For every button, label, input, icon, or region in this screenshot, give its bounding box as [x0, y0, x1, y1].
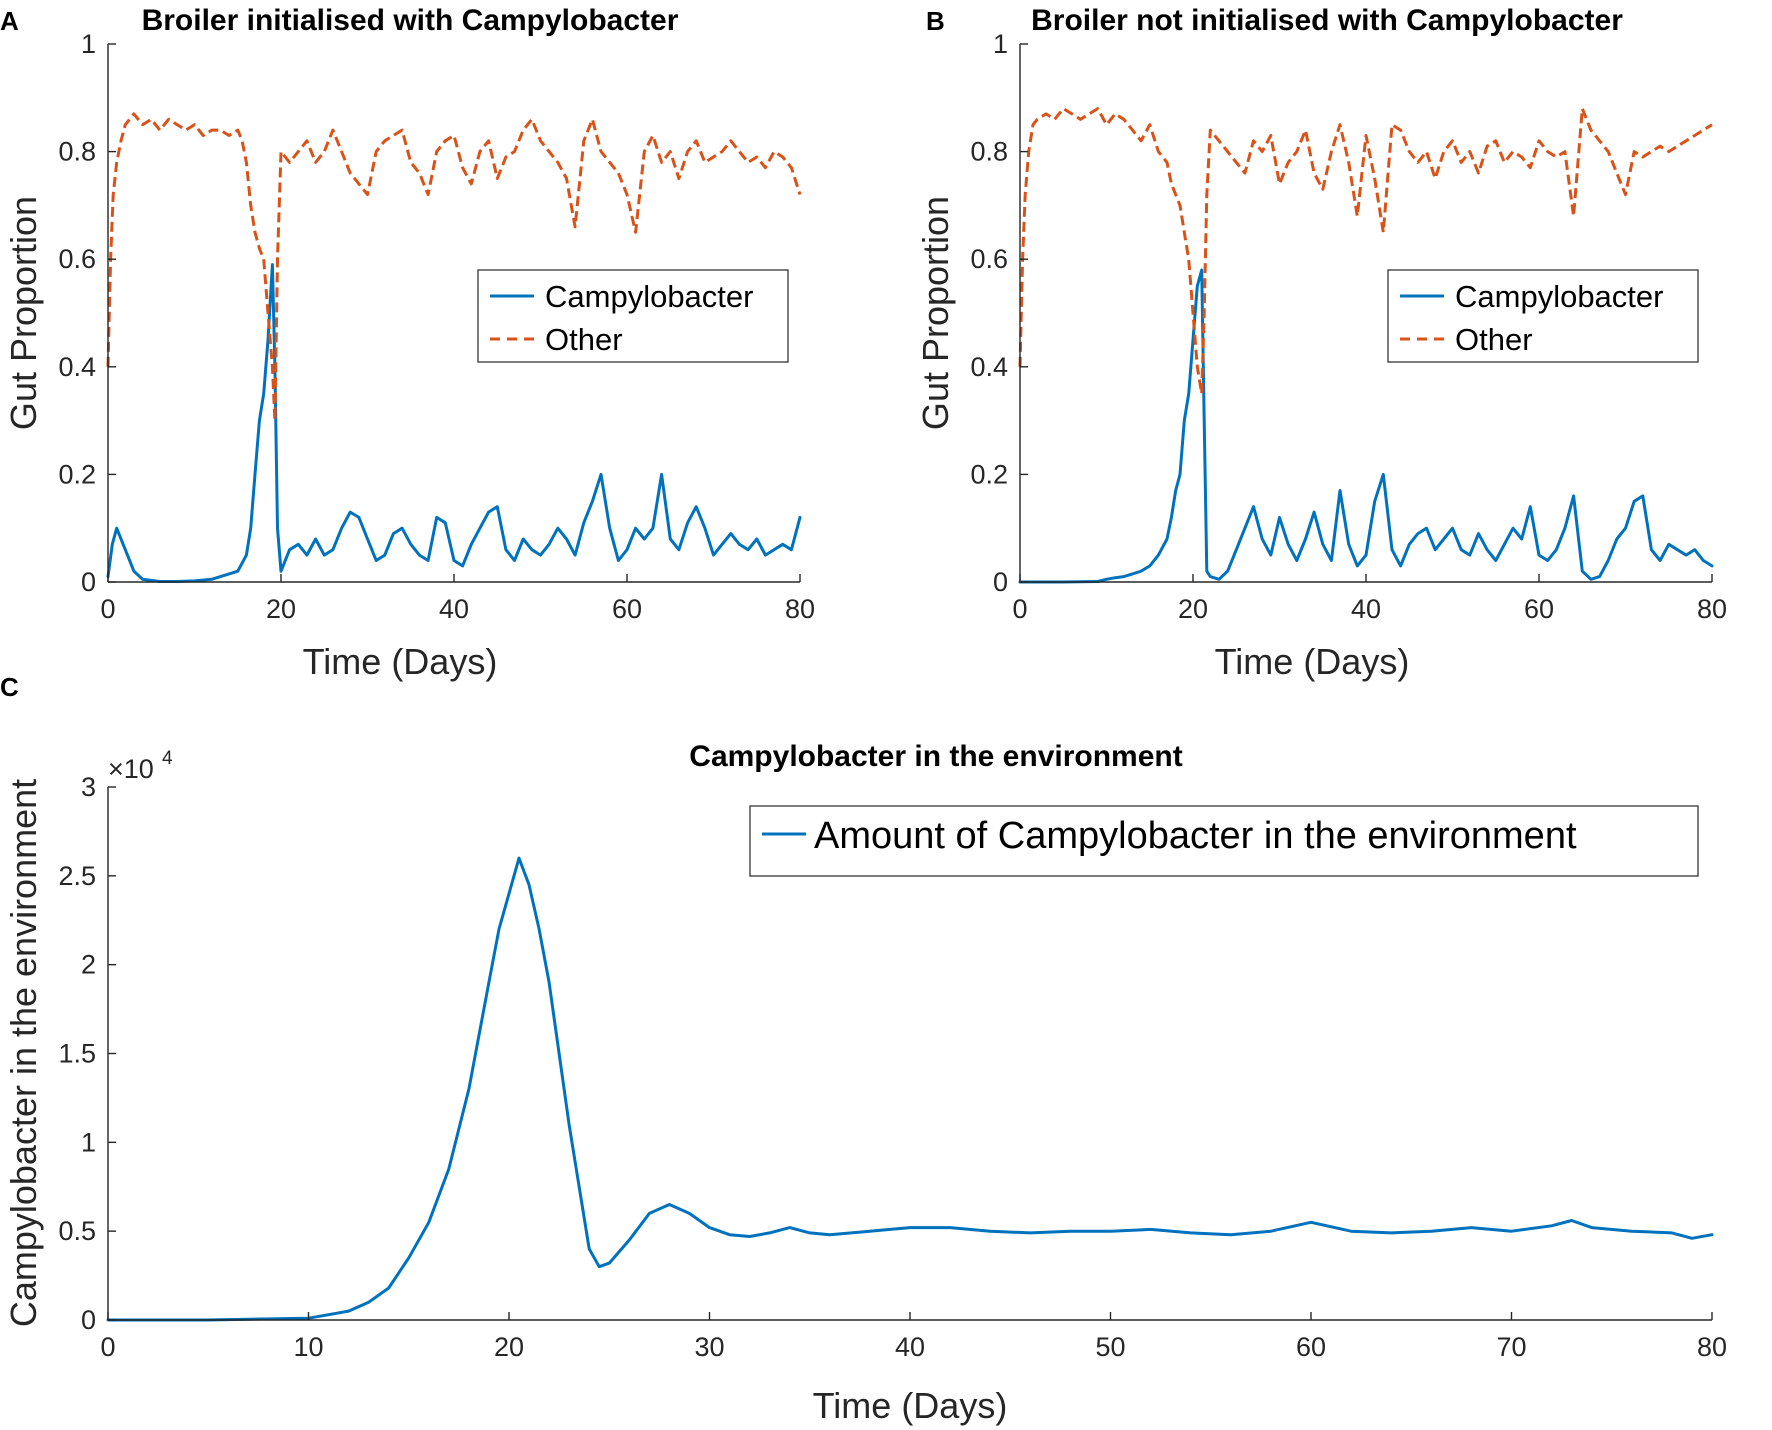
panel-c-legend-box [749, 805, 1699, 877]
panel-c-multiplier: ×10 4 [108, 748, 173, 784]
panel-a-y-tick-label: 0.2 [58, 459, 96, 489]
panel-a-y-tick-label: 0.6 [58, 244, 96, 274]
panel-a-y-label: Gut Proportion [3, 196, 44, 430]
panel-a-series-other-line [106, 112, 802, 423]
panel-b-legend-box [1387, 269, 1699, 363]
panel-a: A Broiler initialised with Campylobacter… [0, 4, 815, 682]
panel-c-multiplier-base: ×10 [108, 754, 154, 784]
panel-c-y-tick-label: 1 [81, 1127, 96, 1157]
panel-c-legend: Amount of Campylobacter in the environme… [749, 805, 1699, 877]
panel-a-y-tick-label: 1 [81, 29, 96, 59]
panel-c-legend-label: Amount of Campylobacter in the environme… [814, 815, 1577, 857]
panel-a-series-campylobacter-line [106, 263, 802, 583]
panel-c-y-label: Campylobacter in the environment [3, 779, 44, 1327]
panel-a-x-tick-label: 60 [612, 594, 642, 624]
panel-a-y-tick-label: 0.8 [58, 137, 96, 167]
panel-a-legend-campylobacter: Campylobacter [545, 279, 753, 314]
panel-a-legend: Campylobacter Other [477, 269, 789, 363]
panel-b-x-tick-label: 20 [1178, 594, 1208, 624]
panel-a-y-tick-label: 0.4 [58, 352, 96, 382]
panel-a-y-tick-label: 0 [81, 567, 96, 597]
panel-c-series-amount-of-campylobacter-in-the-environment-line [106, 856, 1714, 1322]
panel-a-x-tick-label: 40 [439, 594, 469, 624]
panel-b-y-label: Gut Proportion [915, 196, 956, 430]
panel-b-x-tick-label: 0 [1012, 594, 1027, 624]
panel-c-letter: C [0, 672, 19, 702]
panel-b-legend-other: Other [1455, 322, 1533, 357]
panel-c-x-tick-label: 50 [1095, 1332, 1125, 1362]
panel-a-title: Broiler initialised with Campylobacter [142, 4, 679, 37]
panel-c-multiplier-exponent: 4 [162, 748, 173, 769]
panel-a-x-label: Time (Days) [303, 641, 498, 682]
panel-b-series-campylobacter-line [1018, 268, 1714, 584]
panel-b-letter: B [926, 6, 945, 36]
panel-c-y-tick-label: 1.5 [58, 1039, 96, 1069]
panel-c-x-tick-label: 20 [494, 1332, 524, 1362]
panel-a-x-tick-label: 20 [266, 594, 296, 624]
panel-b-x-tick-label: 60 [1524, 594, 1554, 624]
panel-b-y-tick-label: 0.8 [970, 137, 1008, 167]
panel-a-x-tick-label: 80 [785, 594, 815, 624]
panel-b-y-tick-label: 0.4 [970, 352, 1008, 382]
panel-b-legend: Campylobacter Other [1387, 269, 1699, 363]
panel-c-y-tick-label: 0.5 [58, 1216, 96, 1246]
panel-c-title: Campylobacter in the environment [689, 740, 1182, 773]
panel-c-x-tick-label: 0 [100, 1332, 115, 1362]
panel-b: B Broiler not initialised with Campyloba… [915, 4, 1727, 682]
panel-b-y-tick-label: 0 [993, 567, 1008, 597]
panel-a-x-tick-label: 0 [100, 594, 115, 624]
panel-b-x-tick-label: 40 [1351, 594, 1381, 624]
panel-b-x-tick-label: 80 [1697, 594, 1727, 624]
panel-c-x-tick-label: 60 [1296, 1332, 1326, 1362]
panel-a-legend-box [477, 269, 789, 363]
panel-c-y-tick-label: 0 [81, 1305, 96, 1335]
panel-b-x-label: Time (Days) [1215, 641, 1410, 682]
panel-b-y-tick-label: 0.6 [970, 244, 1008, 274]
panel-c-x-tick-label: 10 [293, 1332, 323, 1362]
panel-c-x-tick-label: 40 [895, 1332, 925, 1362]
panel-c-x-tick-label: 30 [694, 1332, 724, 1362]
panel-b-y-tick-label: 1 [993, 29, 1008, 59]
panel-a-legend-other: Other [545, 322, 623, 357]
panel-c-x-tick-label: 70 [1496, 1332, 1526, 1362]
panel-b-y-tick-label: 0.2 [970, 459, 1008, 489]
panel-b-series-other-line [1018, 107, 1713, 396]
panel-b-title: Broiler not initialised with Campylobact… [1031, 4, 1623, 37]
panel-a-letter: A [0, 6, 19, 36]
panel-c: C Campylobacter in the environment 0 10 20… [0, 672, 1727, 1426]
panel-c-y-tick-label: 2 [81, 950, 96, 980]
panel-b-legend-campylobacter: Campylobacter [1455, 279, 1663, 314]
panel-c-x-tick-label: 80 [1697, 1332, 1727, 1362]
panel-c-y-tick-label: 3 [81, 772, 96, 802]
panel-c-x-label: Time (Days) [813, 1385, 1008, 1426]
panel-c-y-tick-label: 2.5 [58, 861, 96, 891]
